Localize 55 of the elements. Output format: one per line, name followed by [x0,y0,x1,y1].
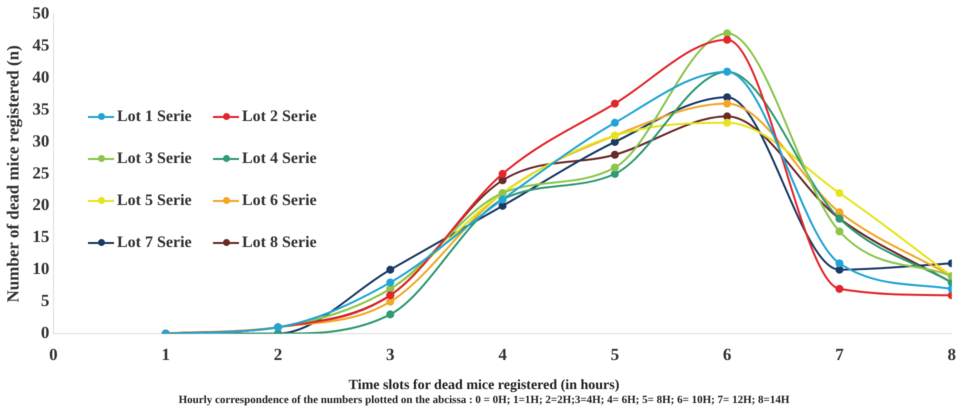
legend-label: Lot 8 Serie [242,234,317,252]
point [386,310,394,318]
legend-label: Lot 1 Serie [117,108,192,126]
x-axis-title: Time slots for dead mice registered (in hours) [348,378,620,394]
x-tick-label: 1 [161,345,170,364]
point [723,36,732,44]
point [498,176,507,184]
point [723,29,732,38]
legend-label: Lot 3 Serie [117,150,192,168]
y-tick-label: 0 [40,322,50,342]
point [610,118,619,127]
y-tick-label: 50 [32,4,50,23]
point [835,208,844,216]
text: Hourly correspondence of the numbers plotted on the abcissa : 0 = 0H; 1=1H; 2=2H;3=4H; 4= 6H; 5= 8H; 6= 10H; 7= 12H; 8=14H [178,394,790,406]
x-tick-label: 7 [835,345,844,364]
point [835,189,844,198]
point [723,100,732,108]
x-tick-label: 3 [386,345,395,364]
y-tick-label: 5 [40,291,50,310]
point [386,298,394,306]
point [610,150,619,159]
legend-label: Lot 2 Serie [242,108,317,126]
y-tick-label: 15 [32,227,50,246]
x-tick-label: 5 [610,345,620,364]
point [498,170,507,178]
point [835,284,844,293]
x-tick-label: 4 [498,345,508,364]
point [835,266,844,274]
y-tick-label: 40 [32,67,50,86]
x-tick-label: 6 [722,345,732,364]
legend-label: Lot 6 Serie [242,192,317,210]
y-axis-title: Number of dead mice registered (n) [4,45,23,303]
legend-label: Lot 4 Serie [242,150,317,168]
point [610,100,619,108]
point [498,202,507,210]
point [723,118,732,127]
legend-label: Lot 7 Serie [117,234,192,252]
y-tick-label: 30 [32,131,50,150]
point [386,266,394,274]
point [610,170,619,178]
y-tick-label: 20 [32,195,50,214]
point [723,112,732,120]
y-tick-label: 10 [32,259,50,278]
y-tick-label: 45 [32,36,50,55]
point [386,278,394,286]
y-tick-label: 25 [32,163,50,182]
x-tick-label: 8 [948,345,956,364]
point [835,227,844,236]
x-tick-label: 2 [274,345,282,364]
point [835,259,844,268]
y-tick-label: 35 [32,99,50,118]
point [610,164,619,172]
point [610,138,619,146]
legend-label: Lot 5 Serie [117,192,192,210]
point [723,93,732,102]
